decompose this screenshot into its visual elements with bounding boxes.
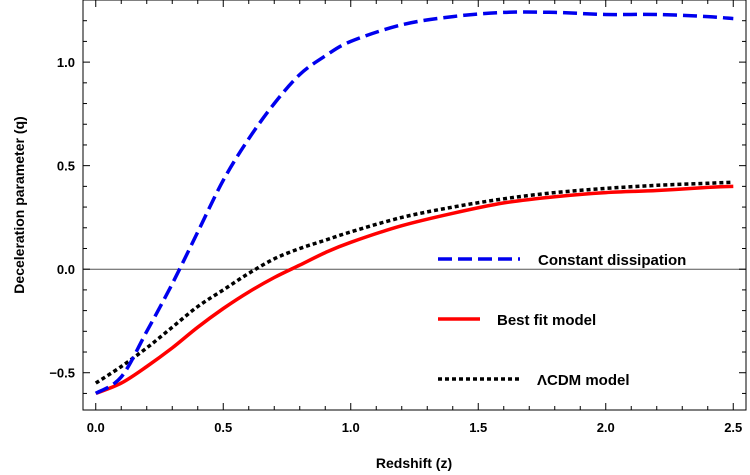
x-tick-label: 0.5	[214, 420, 232, 435]
plot-frame	[82, 0, 747, 411]
x-axis-ticks: 0.0 0.5 1.0 1.5 2.0 2.5	[87, 0, 742, 435]
legend: Constant dissipation Best fit model ΛCDM m…	[438, 252, 686, 389]
y-tick-label: 0.5	[57, 159, 75, 174]
legend-label: ΛCDM model	[537, 372, 630, 389]
x-tick-label: 2.5	[724, 420, 742, 435]
legend-label: Best fit model	[497, 312, 596, 329]
legend-label: Constant dissipation	[538, 252, 686, 269]
y-axis-title: Deceleration parameter (q)	[11, 116, 27, 293]
series-line	[95, 184, 734, 396]
series-layer	[94, 10, 734, 396]
x-tick-label: 0.0	[87, 420, 105, 435]
y-tick-label: 1.0	[57, 55, 75, 70]
y-tick-label: 0.0	[57, 262, 75, 277]
x-tick-label: 1.0	[342, 420, 360, 435]
x-tick-label: 1.5	[469, 420, 487, 435]
y-tick-label: −0.5	[49, 366, 75, 381]
y-axis-ticks: −0.5 0.0 0.5 1.0	[49, 20, 746, 394]
x-tick-label: 2.0	[597, 420, 615, 435]
x-axis-title: Redshift (z)	[376, 455, 452, 471]
series-line	[94, 10, 734, 395]
series-line	[94, 180, 734, 385]
